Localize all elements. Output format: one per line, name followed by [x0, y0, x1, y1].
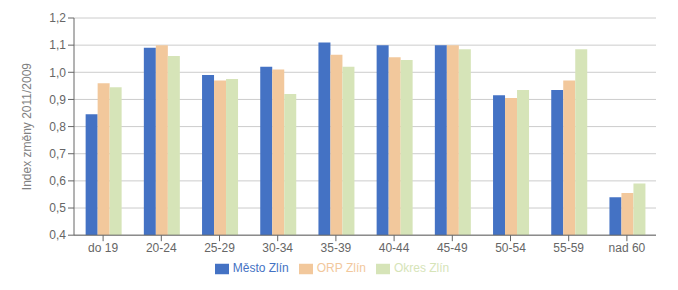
svg-text:0,4: 0,4 [49, 228, 66, 242]
html-text:Město Zlín: Město Zlín [232, 261, 289, 276]
svg-text:0,6: 0,6 [49, 174, 66, 188]
svg-text:30-34: 30-34 [262, 241, 293, 255]
svg-text:45-49: 45-49 [437, 241, 468, 255]
svg-text:55-59: 55-59 [553, 241, 584, 255]
svg-text:do 19: do 19 [88, 241, 118, 255]
svg-text:40-44: 40-44 [379, 241, 410, 255]
svg-text:20-24: 20-24 [146, 241, 177, 255]
svg-text:50-54: 50-54 [495, 241, 526, 255]
svg-text:0,9: 0,9 [49, 93, 66, 107]
svg-text:1,1: 1,1 [49, 38, 66, 52]
svg-text:1,2: 1,2 [49, 11, 66, 25]
svg-text:0,5: 0,5 [49, 201, 66, 215]
html-text:ORP Zlín: ORP Zlín [316, 261, 366, 276]
svg-text:nad 60: nad 60 [609, 241, 646, 255]
html-text:Okres Zlín: Okres Zlín [393, 261, 450, 276]
svg-text:0,8: 0,8 [49, 120, 66, 134]
svg-text:25-29: 25-29 [204, 241, 235, 255]
svg-text:0,7: 0,7 [49, 147, 66, 161]
svg-text:1,0: 1,0 [49, 66, 66, 80]
svg-text:35-39: 35-39 [321, 241, 352, 255]
svg-text:Index změny 2011/2009: Index změny 2011/2009 [20, 63, 34, 191]
